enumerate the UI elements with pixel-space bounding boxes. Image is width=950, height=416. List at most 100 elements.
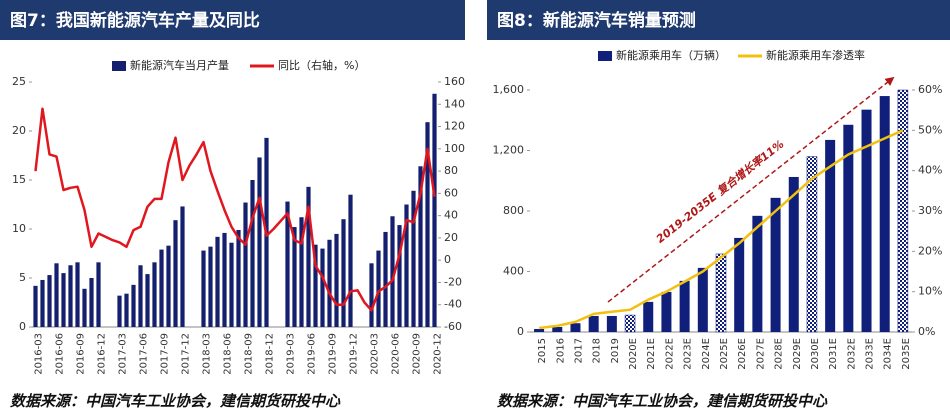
x-tick-label: 2025E bbox=[719, 338, 730, 370]
bar bbox=[376, 250, 381, 327]
bar bbox=[606, 315, 617, 332]
bar bbox=[806, 156, 818, 333]
legend-label: 新能源汽车当月产量 bbox=[130, 58, 229, 72]
y2-tick-label: -20 bbox=[444, 275, 462, 288]
x-tick-label: 2020E bbox=[628, 338, 639, 370]
bar bbox=[770, 197, 781, 332]
bar bbox=[313, 244, 318, 327]
bar bbox=[552, 327, 563, 332]
x-tick-label: 2026E bbox=[737, 338, 748, 370]
bar bbox=[243, 202, 248, 327]
legend-label: 新能源乘用车（万辆） bbox=[616, 48, 726, 62]
y2-tick-label: 50% bbox=[918, 123, 942, 136]
bar bbox=[679, 280, 690, 332]
x-tick-label: 2034E bbox=[883, 338, 894, 370]
bar bbox=[96, 262, 101, 327]
y-tick-label: 1,200 bbox=[493, 144, 525, 157]
bar bbox=[54, 263, 59, 327]
y2-tick-label: 0% bbox=[918, 325, 935, 338]
bar bbox=[320, 248, 325, 327]
bar bbox=[117, 295, 122, 327]
x-tick-label: 2022E bbox=[664, 338, 675, 370]
bar bbox=[299, 217, 304, 327]
y-tick-label: 10 bbox=[12, 222, 26, 235]
bar bbox=[715, 253, 727, 333]
x-tick-label: 2017-09 bbox=[160, 333, 171, 375]
bar bbox=[215, 236, 220, 327]
x-tick-label: 2016-12 bbox=[97, 333, 108, 375]
bar bbox=[159, 249, 164, 327]
y-tick-label: 15 bbox=[12, 173, 26, 186]
source: 数据来源：中国汽车工业协会，建信期货研投中心 bbox=[497, 392, 828, 410]
x-tick-label: 2030E bbox=[810, 338, 821, 370]
bar bbox=[825, 139, 836, 332]
y2-tick-label: 40 bbox=[444, 209, 458, 222]
bar bbox=[33, 285, 38, 327]
bar bbox=[306, 186, 311, 327]
x-tick-label: 2019-12 bbox=[349, 333, 360, 375]
x-tick-label: 2019 bbox=[610, 338, 621, 363]
y2-tick-label: 10% bbox=[918, 285, 942, 298]
bar bbox=[327, 239, 332, 327]
y-tick-label: 800 bbox=[503, 204, 524, 217]
x-tick-label: 2019-06 bbox=[307, 333, 318, 375]
x-tick-label: 2032E bbox=[846, 338, 857, 370]
y2-tick-label: 30% bbox=[918, 204, 942, 217]
x-tick-label: 2020-09 bbox=[412, 333, 423, 375]
bar bbox=[643, 301, 654, 332]
y-tick-label: 25 bbox=[12, 75, 26, 88]
bar bbox=[229, 242, 234, 327]
y2-tick-label: 0 bbox=[444, 253, 451, 266]
y-tick-label: 0 bbox=[19, 320, 26, 333]
x-tick-label: 2021E bbox=[646, 338, 657, 370]
x-tick-label: 2024E bbox=[701, 338, 712, 370]
x-tick-label: 2023E bbox=[683, 338, 694, 370]
x-tick-label: 2016-06 bbox=[55, 333, 66, 375]
bar bbox=[180, 206, 185, 327]
x-tick-label: 2033E bbox=[865, 338, 876, 370]
bar bbox=[879, 96, 890, 332]
bar bbox=[173, 220, 178, 327]
y2-tick-label: 80 bbox=[444, 164, 458, 177]
bar bbox=[285, 201, 290, 327]
x-tick-label: 2017-03 bbox=[118, 333, 129, 375]
bar bbox=[843, 124, 854, 332]
x-tick-label: 2035E bbox=[901, 338, 912, 370]
bar bbox=[75, 262, 80, 327]
bar bbox=[897, 89, 909, 333]
x-tick-label: 2020-12 bbox=[433, 333, 444, 375]
bar bbox=[201, 250, 206, 327]
bar bbox=[397, 225, 402, 327]
bar bbox=[418, 166, 423, 327]
x-tick-label: 2019-03 bbox=[286, 333, 297, 375]
y2-tick-label: 140 bbox=[444, 97, 465, 110]
bar bbox=[131, 284, 136, 327]
bar bbox=[292, 227, 297, 327]
bar bbox=[432, 93, 437, 327]
bar bbox=[124, 293, 129, 327]
bar bbox=[788, 176, 799, 332]
bar bbox=[734, 237, 745, 332]
bar bbox=[257, 157, 262, 327]
bar bbox=[404, 204, 409, 327]
bar bbox=[425, 122, 430, 328]
x-tick-label: 2020-06 bbox=[391, 333, 402, 375]
bar bbox=[390, 216, 395, 327]
bar bbox=[89, 278, 94, 327]
bar bbox=[82, 288, 87, 327]
bar bbox=[138, 265, 143, 327]
y-tick-label: 1,600 bbox=[493, 83, 525, 96]
x-tick-label: 2016-09 bbox=[76, 333, 87, 375]
bar bbox=[534, 328, 545, 332]
x-tick-label: 2028E bbox=[774, 338, 785, 370]
bar bbox=[208, 246, 213, 327]
bar bbox=[40, 279, 45, 327]
line bbox=[34, 107, 436, 312]
x-tick-label: 2017-06 bbox=[139, 333, 150, 375]
bar bbox=[341, 219, 346, 327]
y2-tick-label: -40 bbox=[444, 298, 462, 311]
x-tick-label: 2017 bbox=[573, 338, 584, 363]
y2-tick-label: 20 bbox=[444, 231, 458, 244]
x-tick-label: 2018-06 bbox=[223, 333, 234, 375]
